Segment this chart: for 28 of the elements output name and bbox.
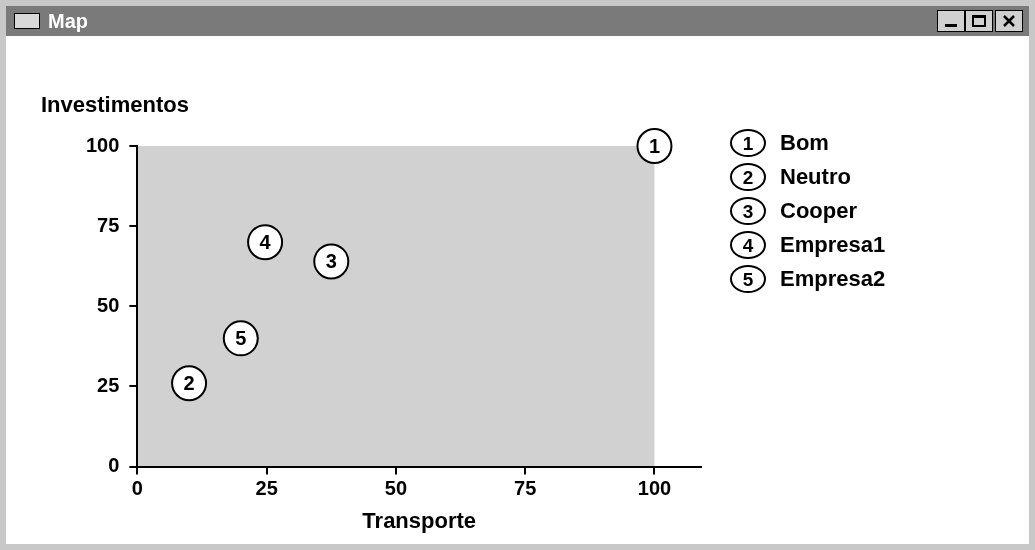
legend-label: Empresa2 xyxy=(780,266,886,292)
annotation: 3 xyxy=(325,249,337,272)
annotation: 5 xyxy=(235,326,247,349)
x-axis-title: Transporte xyxy=(362,507,477,533)
y-tick-label: 75 xyxy=(97,213,120,236)
text: 1 xyxy=(742,133,754,154)
y-tick-label: 25 xyxy=(97,373,120,396)
annotation: 2 xyxy=(183,371,195,394)
x-tick-label: 0 xyxy=(131,477,143,500)
legend-label: Bom xyxy=(780,130,829,156)
y-tick-label: 0 xyxy=(108,454,120,477)
x-tick-label: 75 xyxy=(514,477,537,500)
text: 2 xyxy=(742,167,754,188)
legend-label: Neutro xyxy=(780,164,851,190)
annotation: 4 xyxy=(259,230,272,253)
text: 5 xyxy=(742,269,754,290)
x-tick-label: 25 xyxy=(255,477,278,500)
chart-title: Map xyxy=(48,9,88,33)
x-tick-label: 100 xyxy=(637,477,672,500)
legend-label: Cooper xyxy=(780,198,857,224)
x-tick-label: 50 xyxy=(384,477,408,500)
annotation: 1 xyxy=(648,134,661,157)
y-axis-title: Investimentos xyxy=(41,92,189,118)
text: 3 xyxy=(742,201,754,222)
y-tick-label: 50 xyxy=(97,293,120,316)
text: 4 xyxy=(742,235,754,256)
y-tick-label: 100 xyxy=(85,133,120,156)
legend-label: Empresa1 xyxy=(780,232,886,258)
